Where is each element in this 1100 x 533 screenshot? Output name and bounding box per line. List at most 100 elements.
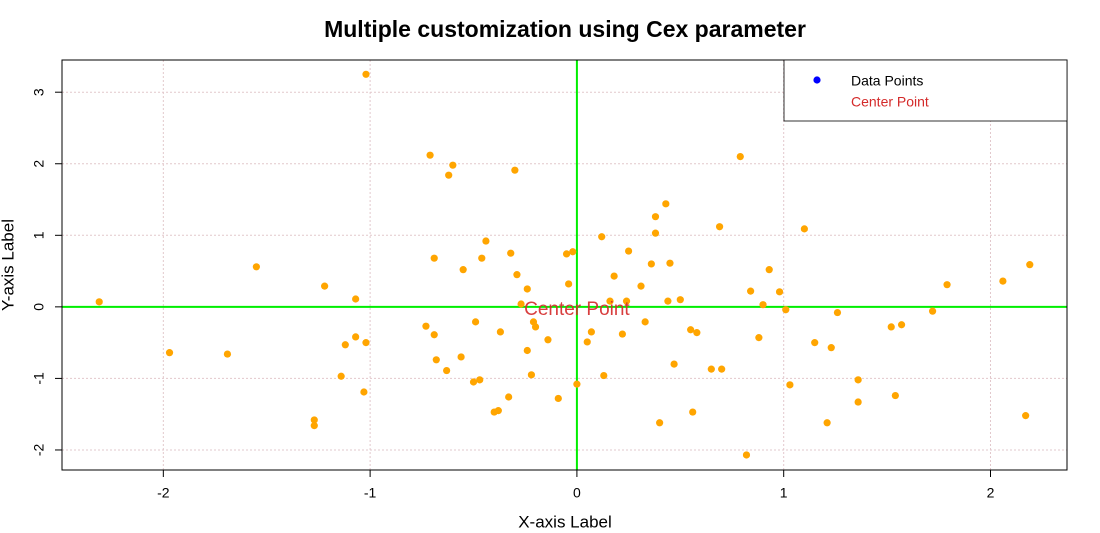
point [782,306,790,314]
point [422,322,430,330]
y-tick-label: 1 [31,231,47,239]
point [598,233,606,241]
point [823,419,831,427]
point [689,408,697,416]
point [610,272,618,280]
point [430,331,438,339]
point [800,225,808,233]
point [494,407,502,415]
point [811,339,819,347]
point [337,372,345,380]
point [622,297,631,305]
point [656,419,664,427]
point [606,297,614,305]
point [715,223,724,231]
point [687,326,695,334]
point [482,237,490,245]
y-tick-label: 3 [31,88,47,96]
point [718,365,726,373]
point [443,366,451,375]
point [513,271,521,279]
point [341,341,349,349]
point [496,328,504,336]
point [430,254,438,262]
legend-label: Data Points [851,73,923,89]
point [507,249,515,257]
x-tick-label: 0 [573,485,581,501]
point [573,380,581,388]
chart-title: Multiple customization using Cex paramet… [324,16,806,42]
point [469,378,478,386]
point [223,350,232,358]
point [565,280,573,288]
point [445,171,453,179]
point [449,161,457,169]
legend-box [783,59,1068,122]
point [471,318,480,326]
point [854,376,862,384]
legend-label: Center Point [851,94,929,110]
point [664,297,672,305]
point [587,328,595,336]
point [165,349,174,357]
point [511,166,519,174]
point [362,339,370,347]
point [827,344,835,352]
point [517,300,525,308]
point [999,277,1007,285]
point [321,282,329,290]
point [252,263,260,271]
frame [61,59,1068,471]
y-tick-label: 2 [31,160,47,168]
point [755,334,763,342]
point [554,394,562,403]
y-tick-label: 0 [31,303,47,311]
point [662,200,670,208]
point [736,152,744,161]
point [523,285,531,293]
x-tick-label: -2 [157,485,170,501]
point [569,248,577,256]
point [562,250,571,258]
point [362,70,370,78]
point [505,393,513,401]
point [943,281,951,289]
legend-marker [813,76,821,84]
point [583,338,591,346]
point [765,266,773,274]
point [600,371,608,380]
point [707,365,715,373]
point [887,323,895,331]
point [641,318,649,326]
point [786,381,794,389]
point [651,213,660,221]
x-tick-label: 2 [987,485,995,501]
point [647,260,655,268]
point [676,296,684,304]
point [531,323,540,331]
point [544,336,552,344]
y-tick-label: -1 [31,372,47,385]
point [651,229,660,237]
point [928,307,937,315]
point [360,388,368,396]
point [310,416,318,424]
point [693,329,701,337]
x-tick-label: -1 [364,485,377,501]
x-axis-label: X-axis Label [518,512,612,531]
point [459,266,467,274]
point [854,398,862,406]
point [775,288,784,296]
point [891,391,899,400]
y-axis-label: Y-axis Label [0,219,17,311]
point [523,346,531,355]
point [426,151,434,159]
point [478,254,486,262]
point [527,371,536,379]
point [1022,412,1030,420]
point [1026,261,1034,269]
point [670,360,678,368]
point [747,287,755,295]
